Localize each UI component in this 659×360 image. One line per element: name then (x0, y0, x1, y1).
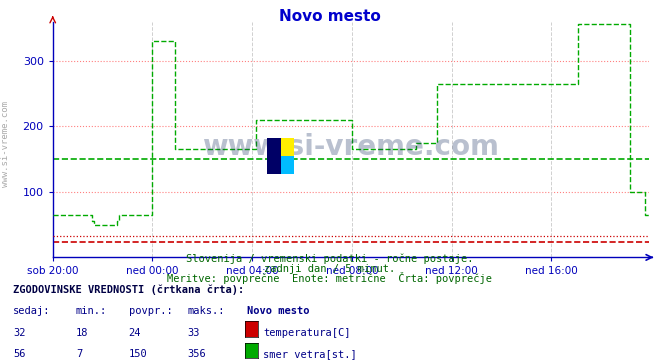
Text: povpr.:: povpr.: (129, 306, 172, 316)
Text: sedaj:: sedaj: (13, 306, 51, 316)
Text: 24: 24 (129, 328, 141, 338)
Text: 56: 56 (13, 350, 26, 360)
Text: Novo mesto: Novo mesto (247, 306, 310, 316)
Text: temperatura[C]: temperatura[C] (263, 328, 351, 338)
Text: 7: 7 (76, 350, 82, 360)
Bar (267, 138, 281, 174)
Bar (267, 138, 294, 156)
Text: 150: 150 (129, 350, 147, 360)
Text: maks.:: maks.: (188, 306, 225, 316)
Text: Meritve: povprečne  Enote: metrične  Črta: povprečje: Meritve: povprečne Enote: metrične Črta:… (167, 271, 492, 284)
Text: min.:: min.: (76, 306, 107, 316)
Text: 18: 18 (76, 328, 88, 338)
Text: smer vetra[st.]: smer vetra[st.] (263, 350, 357, 360)
Text: www.si-vreme.com: www.si-vreme.com (202, 132, 500, 161)
Bar (267, 156, 294, 174)
Text: ZGODOVINSKE VREDNOSTI (črtkana črta):: ZGODOVINSKE VREDNOSTI (črtkana črta): (13, 285, 244, 296)
Text: zadnji dan / 5 minut.: zadnji dan / 5 minut. (264, 264, 395, 274)
Text: Slovenija / vremenski podatki - ročne postaje.: Slovenija / vremenski podatki - ročne po… (186, 253, 473, 264)
Text: Novo mesto: Novo mesto (279, 9, 380, 24)
Text: www.si-vreme.com: www.si-vreme.com (1, 101, 10, 187)
Text: 356: 356 (188, 350, 206, 360)
Text: 33: 33 (188, 328, 200, 338)
Text: 32: 32 (13, 328, 26, 338)
